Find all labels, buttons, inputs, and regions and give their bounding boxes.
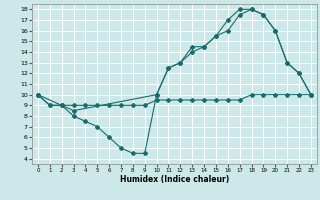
X-axis label: Humidex (Indice chaleur): Humidex (Indice chaleur)	[120, 175, 229, 184]
